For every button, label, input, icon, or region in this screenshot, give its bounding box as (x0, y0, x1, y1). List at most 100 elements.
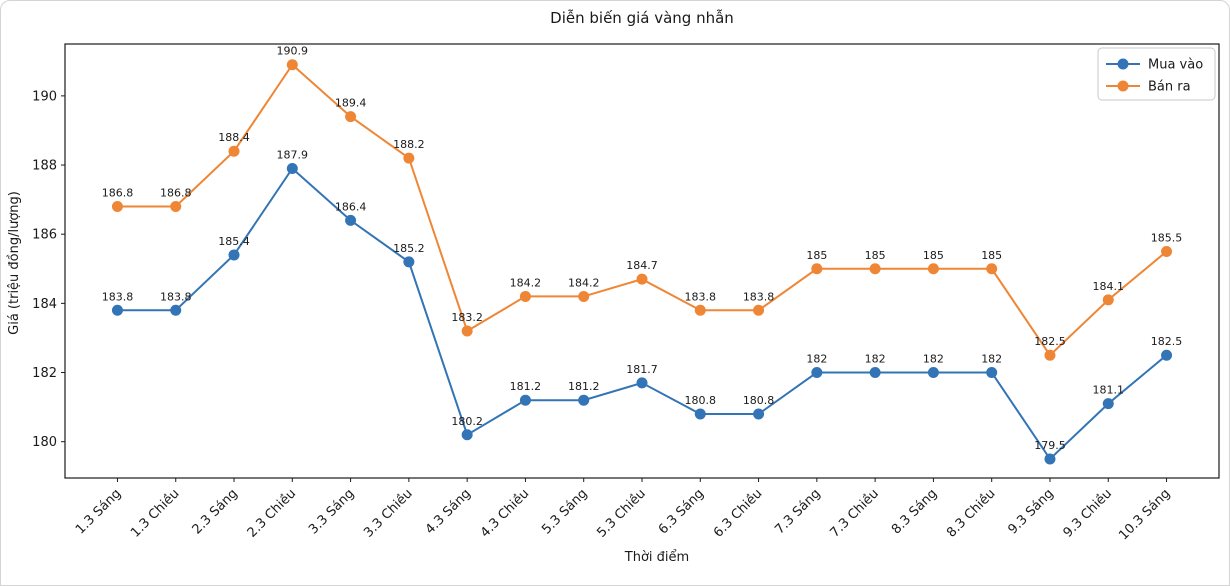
data-point-mua-vao (1102, 398, 1114, 410)
data-point-mua-vao (986, 367, 998, 379)
data-point-label-mua-vao: 181.2 (568, 380, 600, 393)
y-tick-label: 188 (32, 159, 57, 174)
data-point-mua-vao (927, 367, 939, 379)
data-point-ban-ra (1161, 245, 1173, 257)
y-tick-label: 180 (32, 435, 57, 450)
data-point-ban-ra (1044, 349, 1056, 361)
data-point-label-ban-ra: 182.5 (1034, 335, 1066, 348)
data-point-ban-ra (927, 263, 939, 275)
x-tick-label: 4.3 Sáng (423, 486, 474, 537)
data-point-ban-ra (694, 304, 706, 316)
data-point-mua-vao (228, 249, 240, 261)
data-point-mua-vao (1044, 453, 1056, 465)
x-tick-label: 1.3 Sáng (73, 486, 124, 537)
x-tick-label: 8.3 Chiều (944, 486, 998, 540)
x-tick-label: 1.3 Chiều (128, 486, 182, 540)
x-tick-label: 10.3 Sáng (1116, 486, 1173, 543)
data-point-label-mua-vao: 183.8 (102, 290, 134, 303)
data-point-ban-ra (461, 325, 473, 337)
data-point-label-ban-ra: 183.8 (685, 290, 717, 303)
data-point-label-mua-vao: 182 (923, 353, 944, 366)
data-point-mua-vao (811, 367, 823, 379)
data-point-ban-ra (403, 152, 415, 164)
data-point-label-ban-ra: 184.2 (568, 276, 600, 289)
x-tick-label: 7.3 Sáng (772, 486, 823, 537)
data-point-mua-vao (170, 304, 182, 316)
data-point-label-mua-vao: 186.4 (335, 200, 367, 213)
data-point-label-mua-vao: 180.2 (451, 415, 483, 428)
data-point-ban-ra (519, 290, 531, 302)
data-point-label-mua-vao: 179.5 (1034, 439, 1066, 452)
data-point-ban-ra (111, 201, 123, 213)
data-point-mua-vao (869, 367, 881, 379)
data-point-label-mua-vao: 180.8 (743, 394, 775, 407)
data-point-mua-vao (578, 394, 590, 406)
x-tick-label: 5.3 Chiều (594, 486, 648, 540)
data-point-mua-vao (694, 408, 706, 420)
data-point-label-ban-ra: 186.8 (102, 187, 134, 200)
y-tick-label: 182 (32, 366, 57, 381)
data-point-label-mua-vao: 181.7 (626, 363, 658, 376)
data-point-label-mua-vao: 182 (865, 353, 886, 366)
data-point-ban-ra (869, 263, 881, 275)
x-tick-label: 4.3 Chiều (478, 486, 532, 540)
data-point-label-ban-ra: 188.4 (218, 131, 250, 144)
series-line-ban-ra (117, 63, 1168, 357)
data-point-mua-vao (345, 214, 357, 226)
legend-label: Bán ra (1148, 80, 1191, 95)
data-point-label-ban-ra: 185 (981, 249, 1002, 262)
y-axis-label: Giá (triệu đồng/lượng) (7, 191, 22, 335)
x-tick-label: 7.3 Chiều (828, 486, 882, 540)
y-tick-label: 184 (32, 297, 57, 312)
data-point-label-ban-ra: 185 (806, 249, 827, 262)
data-point-label-mua-vao: 185.2 (393, 242, 425, 255)
data-point-label-ban-ra: 186.8 (160, 187, 192, 200)
data-point-label-ban-ra: 185 (865, 249, 886, 262)
data-point-mua-vao (111, 304, 123, 316)
x-axis-label: Thời điểm (624, 550, 689, 565)
x-tick-label: 6.3 Sáng (656, 486, 707, 537)
x-tick-label: 9.3 Chiều (1061, 486, 1115, 540)
data-point-mua-vao (636, 377, 648, 389)
legend: Mua vào Bán ra (1097, 47, 1216, 101)
data-point-label-ban-ra: 189.4 (335, 97, 367, 110)
data-point-label-ban-ra: 183.8 (743, 290, 775, 303)
data-point-label-ban-ra: 188.2 (393, 138, 425, 151)
data-point-label-mua-vao: 183.8 (160, 290, 192, 303)
data-point-ban-ra (286, 59, 298, 71)
data-point-mua-vao (753, 408, 765, 420)
x-tick-label: 6.3 Chiều (711, 486, 765, 540)
data-point-label-mua-vao: 187.9 (277, 148, 309, 161)
x-tick-label: 3.3 Sáng (306, 486, 357, 537)
x-tick-label: 3.3 Chiều (361, 486, 415, 540)
data-point-ban-ra (578, 290, 590, 302)
legend-label: Mua vào (1148, 58, 1203, 73)
data-point-label-mua-vao: 182 (806, 353, 827, 366)
data-point-ban-ra (753, 304, 765, 316)
legend-marker (1117, 58, 1129, 70)
data-point-ban-ra (986, 263, 998, 275)
data-point-label-ban-ra: 190.9 (277, 45, 309, 58)
data-point-ban-ra (345, 111, 357, 123)
data-point-mua-vao (1161, 349, 1173, 361)
data-point-label-ban-ra: 185.5 (1151, 231, 1183, 244)
data-point-label-ban-ra: 183.2 (451, 311, 483, 324)
data-point-label-mua-vao: 181.2 (510, 380, 542, 393)
chart-title: Diễn biến giá vàng nhẫn (550, 9, 734, 27)
x-tick-label: 2.3 Chiều (245, 486, 299, 540)
data-point-label-mua-vao: 180.8 (685, 394, 717, 407)
data-point-ban-ra (811, 263, 823, 275)
legend-marker (1117, 80, 1129, 92)
plot-area: 180 182 184 186 188 190 1.3 Sáng 1.3 Chiều 2.3 S… (32, 43, 1220, 543)
data-point-ban-ra (228, 145, 240, 157)
x-tick-label: 9.3 Sáng (1006, 486, 1057, 537)
data-point-label-mua-vao: 182.5 (1151, 335, 1183, 348)
data-point-label-ban-ra: 185 (923, 249, 944, 262)
data-point-mua-vao (461, 429, 473, 441)
data-point-label-mua-vao: 181.1 (1093, 384, 1125, 397)
data-point-mua-vao (519, 394, 531, 406)
data-point-label-mua-vao: 185.4 (218, 235, 250, 248)
x-tick-label: 5.3 Sáng (539, 486, 590, 537)
